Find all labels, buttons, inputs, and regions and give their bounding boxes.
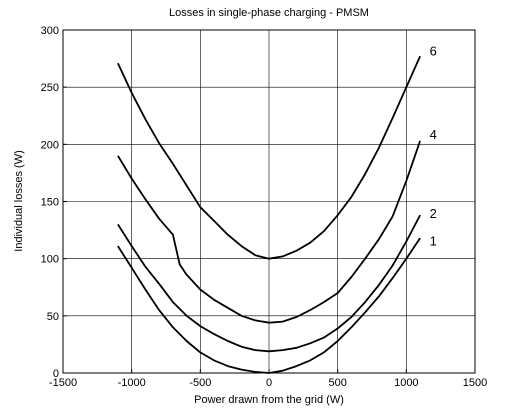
series-line-6 bbox=[117, 55, 421, 260]
series-line-2 bbox=[117, 214, 421, 353]
y-tick-label: 50 bbox=[47, 311, 59, 323]
y-tick-label: 0 bbox=[53, 368, 59, 380]
axis-ticks: -1500 -1000 -500 0 500 1000 1500 0 50 100 150 200 25… bbox=[41, 25, 488, 389]
y-axis-title: Individual losses (W) bbox=[13, 150, 25, 251]
series-label-4: 4 bbox=[430, 127, 437, 142]
y-tick-label: 150 bbox=[41, 197, 59, 209]
series-label-1: 1 bbox=[430, 234, 437, 249]
series-line-4 bbox=[117, 140, 421, 324]
series-label-6: 6 bbox=[430, 44, 437, 59]
y-tick-label: 200 bbox=[41, 139, 59, 151]
x-axis-title: Power drawn from the grid (W) bbox=[194, 394, 344, 406]
y-tick-label: 100 bbox=[41, 254, 59, 266]
chart-title: Losses in single-phase charging - PMSM bbox=[169, 7, 369, 19]
x-tick-label: -500 bbox=[189, 377, 211, 389]
grid-lines bbox=[63, 30, 475, 373]
series-label-2: 2 bbox=[430, 206, 437, 221]
y-tick-label: 300 bbox=[41, 25, 59, 37]
x-tick-label: 0 bbox=[266, 377, 272, 389]
x-tick-label: 1000 bbox=[394, 377, 418, 389]
x-tick-label: 1500 bbox=[463, 377, 487, 389]
x-tick-label: -1500 bbox=[49, 377, 77, 389]
x-tick-label: 500 bbox=[328, 377, 346, 389]
y-tick-label: 250 bbox=[41, 82, 59, 94]
x-tick-label: -1000 bbox=[118, 377, 146, 389]
series-labels: 6 4 2 1 bbox=[430, 44, 437, 249]
